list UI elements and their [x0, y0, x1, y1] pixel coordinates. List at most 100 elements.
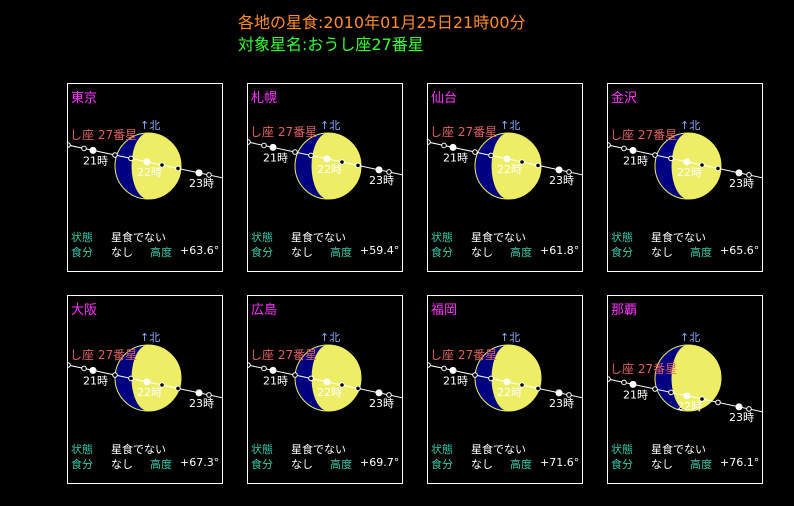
hour-label: 23時	[369, 397, 394, 410]
track-tick	[488, 375, 494, 382]
north-label: ↑北	[320, 119, 340, 132]
track-tick	[128, 155, 134, 162]
hour-marker	[555, 389, 563, 397]
track-tick	[746, 172, 752, 178]
fraction-label: 食分	[71, 246, 93, 259]
track-tick	[652, 152, 658, 158]
track-tick	[159, 162, 165, 168]
fraction-label: 食分	[251, 458, 273, 471]
hour-label: 22時	[317, 386, 342, 399]
state-value: 星食でない	[651, 443, 706, 456]
track-tick	[128, 375, 134, 382]
fraction-value: なし	[471, 458, 493, 471]
star-name-label: おうし座 27番星	[608, 361, 677, 376]
hour-label: 23時	[549, 397, 574, 410]
track-tick	[519, 382, 525, 388]
fraction-value: なし	[291, 458, 313, 471]
track-tick	[472, 372, 478, 378]
track-tick	[386, 169, 392, 175]
track-tick	[608, 376, 611, 382]
moon-lit-part	[491, 133, 541, 199]
city-name: 仙台	[431, 91, 458, 106]
hour-label: 22時	[497, 163, 522, 176]
track-tick	[68, 142, 71, 148]
hour-label: 23時	[729, 411, 754, 424]
hour-marker	[629, 380, 637, 388]
state-label: 状態	[431, 443, 453, 456]
state-label: 状態	[251, 231, 273, 244]
north-label: ↑北	[140, 119, 160, 132]
hour-marker	[323, 378, 331, 386]
altitude-value: +65.6°	[720, 244, 760, 257]
track-tick	[159, 382, 165, 388]
hour-label: 21時	[83, 154, 108, 167]
track-tick	[715, 399, 721, 406]
altitude-value: +76.1°	[720, 456, 760, 469]
altitude-label: 高度	[330, 458, 352, 471]
hour-marker	[195, 169, 203, 177]
star-name-label: おうし座 27番星	[68, 127, 137, 142]
hour-marker	[449, 366, 457, 374]
hour-label: 23時	[369, 174, 394, 187]
track-tick	[608, 142, 611, 148]
fraction-label: 食分	[71, 458, 93, 471]
moon-lit-part	[311, 345, 361, 411]
track-tick	[472, 149, 478, 155]
track-tick	[206, 392, 212, 398]
state-label: 状態	[611, 443, 633, 456]
hour-label: 21時	[263, 374, 288, 387]
hour-label: 21時	[623, 154, 648, 167]
track-tick	[386, 392, 392, 398]
moon-lit-part	[311, 133, 361, 199]
hour-label: 22時	[137, 386, 162, 399]
hour-label: 23時	[729, 177, 754, 190]
track-tick	[339, 159, 345, 165]
hour-marker	[503, 378, 511, 386]
hour-marker	[683, 392, 691, 400]
city-name: 大阪	[71, 303, 98, 318]
city-name: 札幌	[251, 91, 278, 106]
city-name: 広島	[251, 303, 278, 318]
track-tick	[308, 152, 314, 159]
fraction-label: 食分	[251, 246, 273, 259]
hour-label: 23時	[549, 174, 574, 187]
track-tick	[519, 159, 525, 165]
fraction-label: 食分	[431, 458, 453, 471]
track-tick	[68, 362, 71, 368]
track-tick	[441, 142, 447, 149]
moon-lit-part	[491, 345, 541, 411]
city-name: 那覇	[611, 303, 638, 318]
hour-marker	[269, 143, 277, 151]
hour-marker	[735, 403, 743, 411]
north-label: ↑北	[680, 119, 700, 132]
state-value: 星食でない	[471, 443, 526, 456]
hour-marker	[503, 155, 511, 163]
track-tick	[535, 385, 541, 392]
altitude-label: 高度	[330, 246, 352, 259]
altitude-label: 高度	[150, 458, 172, 471]
track-tick	[308, 375, 314, 382]
state-value: 星食でない	[651, 231, 706, 244]
city-name: 福岡	[431, 303, 458, 318]
altitude-label: 高度	[510, 458, 532, 471]
track-tick	[428, 139, 431, 145]
altitude-label: 高度	[510, 246, 532, 259]
track-tick	[261, 142, 267, 149]
altitude-value: +69.7°	[360, 456, 400, 469]
track-tick	[699, 396, 705, 402]
hour-marker	[89, 146, 97, 154]
state-label: 状態	[611, 231, 633, 244]
altitude-value: +63.6°	[180, 244, 220, 257]
track-tick	[441, 365, 447, 372]
star-name-label: おうし座 27番星	[428, 347, 497, 362]
track-tick	[488, 152, 494, 159]
star-name-label: おうし座 27番星	[248, 347, 317, 362]
track-tick	[621, 379, 627, 386]
track-tick	[206, 172, 212, 178]
hour-label: 21時	[443, 151, 468, 164]
north-label: ↑北	[320, 331, 340, 344]
hour-marker	[555, 166, 563, 174]
